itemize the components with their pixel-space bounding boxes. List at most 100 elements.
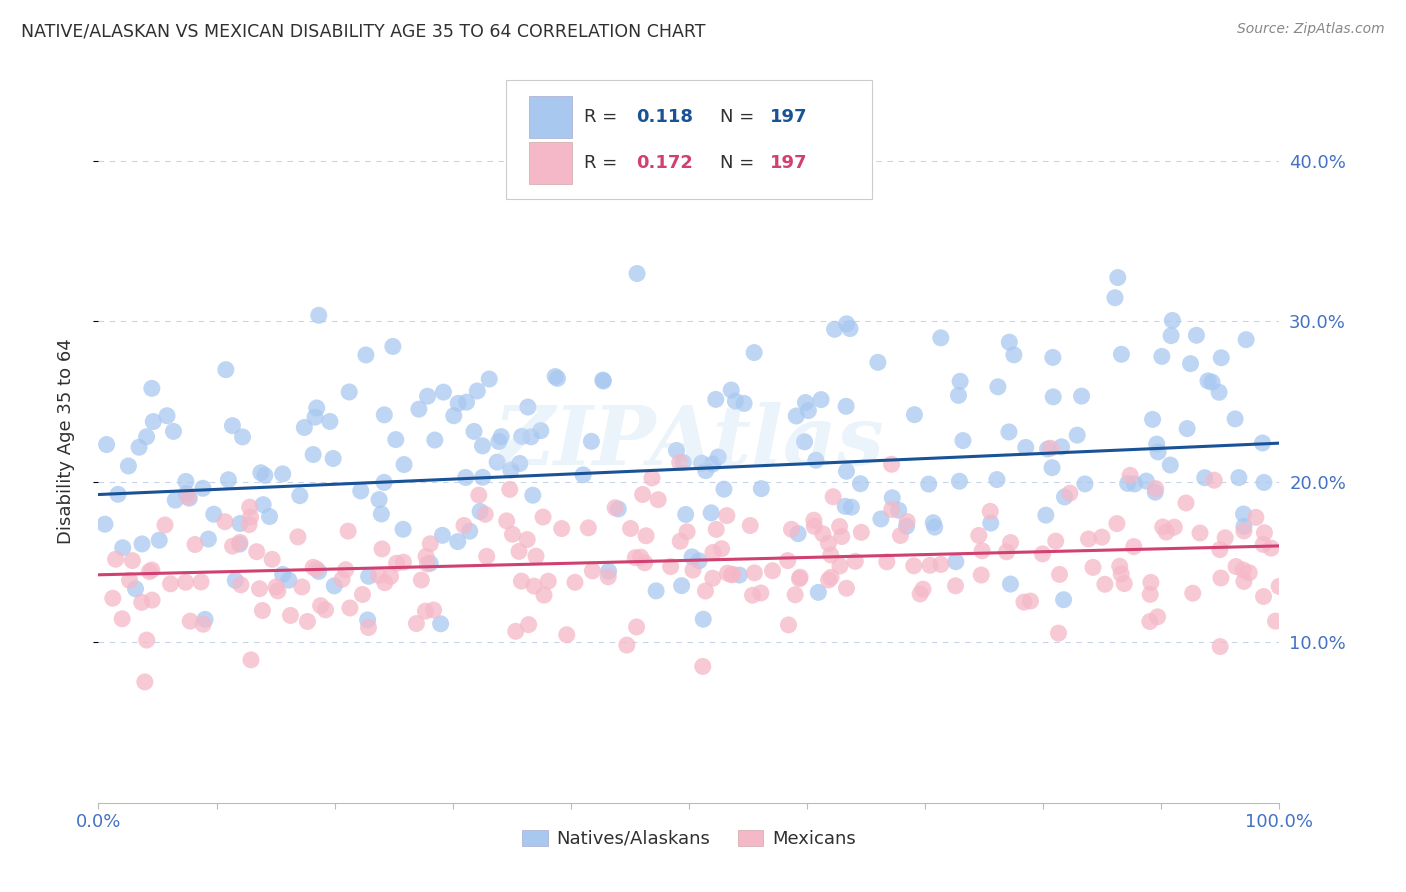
Point [716,508,738,523]
Point [416,389,439,403]
Point [1223,412,1246,426]
Point [253,468,276,483]
Point [741,588,763,602]
Point [1040,460,1063,475]
Point [659,559,682,574]
Point [250,466,273,480]
Point [1036,442,1059,456]
Point [415,604,437,618]
Point [824,322,846,336]
Point [903,558,925,573]
Point [1042,390,1064,404]
Point [190,574,212,589]
Point [546,371,568,385]
Text: R =: R = [583,154,623,172]
Point [520,430,543,444]
Point [922,516,945,530]
Point [478,372,501,386]
Point [740,518,762,533]
Point [516,400,538,414]
Point [749,482,772,496]
Point [1104,291,1126,305]
Point [373,408,395,422]
Point [828,558,851,573]
Point [415,549,437,564]
Point [453,518,475,533]
Point [598,570,620,584]
Point [1146,437,1168,451]
Point [153,518,176,533]
Point [789,572,811,586]
Point [510,429,533,443]
Point [1225,559,1247,574]
Point [1213,531,1236,545]
Point [1045,534,1067,549]
Point [197,532,219,546]
Point [194,612,217,626]
Text: R =: R = [583,108,623,126]
Point [1181,586,1204,600]
Point [707,450,730,464]
Point [1237,566,1260,580]
Point [564,575,586,590]
Point [634,556,657,570]
Point [1074,476,1097,491]
Point [803,513,825,527]
Text: N =: N = [720,108,759,126]
Point [148,533,170,548]
Point [262,552,284,566]
Point [135,633,157,648]
Point [820,548,842,562]
Point [710,541,733,556]
Point [288,489,311,503]
Point [1066,428,1088,442]
Point [626,620,648,634]
Point [373,475,395,490]
Point [1002,348,1025,362]
Point [138,565,160,579]
Point [972,543,994,558]
Point [367,568,389,582]
Point [229,535,252,549]
Point [866,355,889,369]
Point [811,527,834,541]
Point [598,564,620,578]
Point [271,567,294,582]
Point [1059,486,1081,500]
Point [505,624,527,639]
Point [797,403,820,417]
Point [179,491,201,505]
Point [246,545,269,559]
Point [1251,436,1274,450]
Point [229,516,252,531]
Point [1209,571,1232,585]
Point [789,570,811,584]
Point [429,616,451,631]
Point [1012,595,1035,609]
Point [468,504,491,518]
Point [669,534,692,549]
Point [1194,471,1216,485]
Point [337,524,360,538]
Text: Source: ZipAtlas.com: Source: ZipAtlas.com [1237,22,1385,37]
Point [728,568,751,582]
Point [156,409,179,423]
Point [576,521,599,535]
Point [202,507,225,521]
Point [357,621,380,635]
Point [495,514,517,528]
Point [287,530,309,544]
Point [998,425,1021,439]
Point [489,429,512,443]
Point [581,434,603,449]
Point [374,575,396,590]
Point [619,521,641,535]
Point [411,573,433,587]
Point [995,545,1018,559]
Point [700,506,723,520]
Point [803,519,825,533]
Point [323,579,346,593]
Point [471,470,494,484]
Text: 0.172: 0.172 [636,154,693,172]
Point [131,537,153,551]
